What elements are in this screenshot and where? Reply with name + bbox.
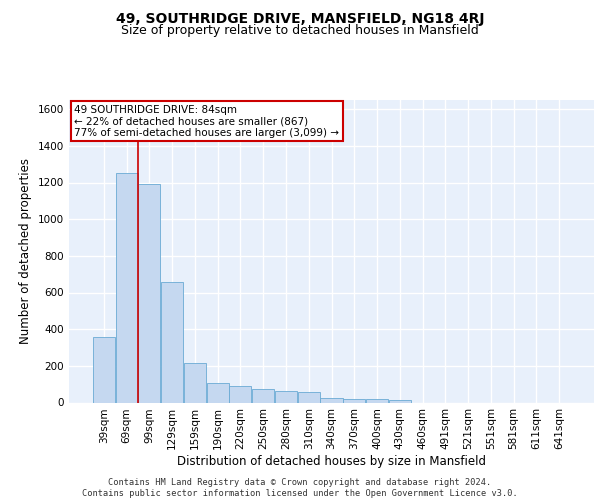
Bar xyxy=(389,400,411,402)
Bar xyxy=(343,399,365,402)
Y-axis label: Number of detached properties: Number of detached properties xyxy=(19,158,32,344)
Text: 49, SOUTHRIDGE DRIVE, MANSFIELD, NG18 4RJ: 49, SOUTHRIDGE DRIVE, MANSFIELD, NG18 4R… xyxy=(116,12,484,26)
Bar xyxy=(139,184,160,402)
Bar xyxy=(161,282,183,403)
Bar xyxy=(366,399,388,402)
Bar xyxy=(298,392,320,402)
Text: Size of property relative to detached houses in Mansfield: Size of property relative to detached ho… xyxy=(121,24,479,37)
Bar xyxy=(275,390,297,402)
Bar xyxy=(252,389,274,402)
Bar xyxy=(206,383,229,402)
Bar xyxy=(320,398,343,402)
Bar xyxy=(116,174,138,402)
Bar xyxy=(93,338,115,402)
Bar xyxy=(229,386,251,402)
Bar xyxy=(184,363,206,403)
Text: 49 SOUTHRIDGE DRIVE: 84sqm
← 22% of detached houses are smaller (867)
77% of sem: 49 SOUTHRIDGE DRIVE: 84sqm ← 22% of deta… xyxy=(74,104,339,138)
Text: Contains HM Land Registry data © Crown copyright and database right 2024.
Contai: Contains HM Land Registry data © Crown c… xyxy=(82,478,518,498)
X-axis label: Distribution of detached houses by size in Mansfield: Distribution of detached houses by size … xyxy=(177,455,486,468)
